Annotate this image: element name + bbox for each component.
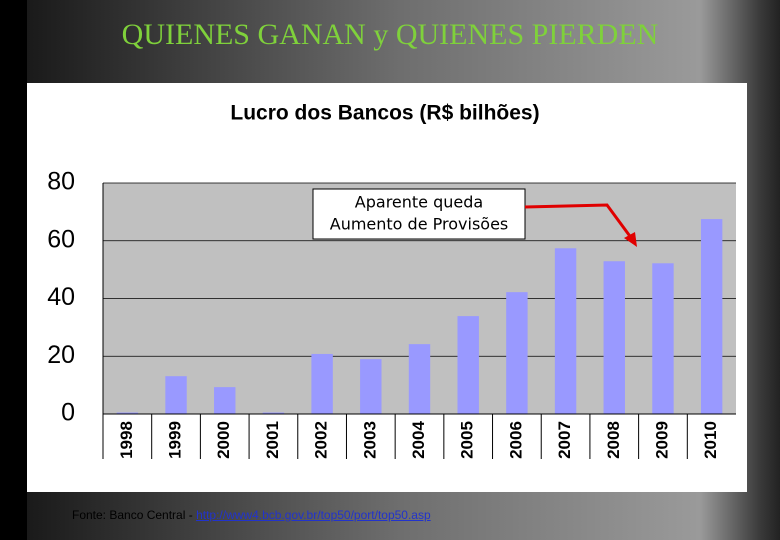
x-tick-label: 1999 bbox=[166, 421, 185, 459]
y-tick-label: 20 bbox=[47, 341, 75, 369]
bar bbox=[165, 376, 187, 414]
bar bbox=[554, 248, 577, 414]
x-tick-label: 2005 bbox=[458, 421, 477, 459]
x-tick-label: 2009 bbox=[652, 421, 671, 459]
annotation-text: Aumento de Provisões bbox=[330, 215, 509, 234]
x-tick-label: 2004 bbox=[409, 421, 428, 459]
annotation-arrow bbox=[524, 203, 634, 240]
bar bbox=[652, 263, 674, 414]
slide-title: QUIENES GANAN y QUIENES PIERDEN bbox=[121, 18, 659, 51]
bar bbox=[311, 353, 333, 414]
chart: Lucro dos Bancos (R$ bilhões) 0 20 40 60 80 1… bbox=[27, 83, 747, 492]
bar bbox=[116, 412, 139, 414]
x-tick-label: 2010 bbox=[701, 421, 720, 459]
bar bbox=[262, 412, 285, 414]
x-tick-label: 2007 bbox=[555, 421, 574, 459]
bar bbox=[700, 219, 723, 414]
arrow-head bbox=[624, 232, 637, 247]
bar bbox=[457, 316, 479, 414]
footer-link[interactable]: http://www4.bcb.gov.br/top50/port/top50.… bbox=[196, 508, 431, 522]
x-tick-label: 2008 bbox=[604, 421, 623, 459]
bar bbox=[408, 344, 431, 414]
y-tick-label: 40 bbox=[47, 283, 75, 311]
footer-source: Fonte: Banco Central - bbox=[72, 508, 197, 522]
x-tick-label: 2003 bbox=[360, 421, 379, 459]
footer: Fonte: Banco Central - http://www4.bcb.g… bbox=[72, 508, 431, 522]
bar bbox=[360, 359, 382, 414]
x-tick-label: 2000 bbox=[214, 421, 233, 459]
x-tick-label: 1998 bbox=[117, 421, 136, 459]
chart-title: Lucro dos Bancos (R$ bilhões) bbox=[230, 102, 539, 125]
annotation-box bbox=[312, 188, 526, 240]
x-tick-label: 2001 bbox=[263, 421, 282, 459]
annotation-text: Aparente queda bbox=[355, 193, 483, 212]
y-tick-label: 0 bbox=[61, 399, 75, 427]
y-tick-label: 60 bbox=[47, 225, 75, 253]
y-tick-label: 80 bbox=[47, 168, 75, 196]
x-tick-label: 2002 bbox=[312, 421, 331, 459]
x-tick-label: 2006 bbox=[506, 421, 525, 459]
bar bbox=[603, 261, 625, 414]
bar bbox=[506, 292, 528, 414]
bar bbox=[214, 387, 236, 414]
